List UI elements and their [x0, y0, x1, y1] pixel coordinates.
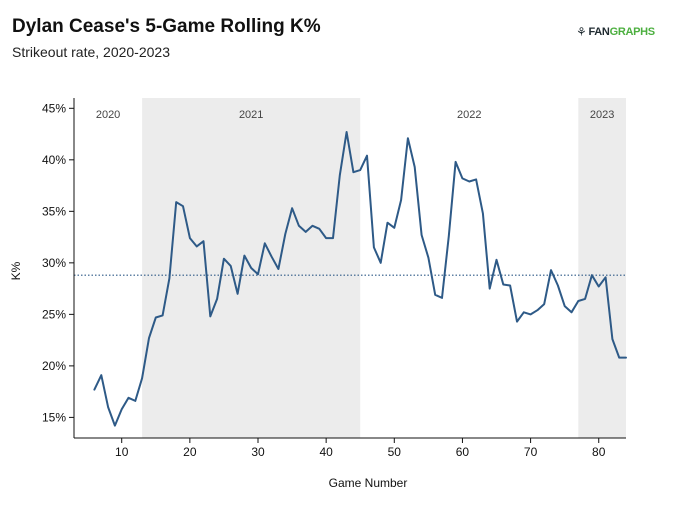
x-tick-label: 50 [388, 445, 402, 459]
x-tick-label: 30 [251, 445, 265, 459]
x-tick-label: 20 [183, 445, 197, 459]
series-line-0 [93, 131, 627, 427]
y-axis-label: K% [9, 261, 23, 280]
season-bands [142, 98, 626, 438]
axes-group [69, 98, 626, 443]
y-tick-label: 25% [42, 307, 66, 321]
x-axis-label: Game Number [329, 476, 408, 490]
y-tick-label: 20% [42, 359, 66, 373]
x-tick-label: 40 [319, 445, 333, 459]
x-tick-label: 80 [592, 445, 606, 459]
x-tick-label: 60 [456, 445, 470, 459]
logo-graphs-text: GRAPHS [609, 26, 656, 38]
season-band-2023 [578, 98, 626, 438]
y-tick-label: 40% [42, 153, 66, 167]
chart-title: Dylan Cease's 5-Game Rolling K% [12, 16, 321, 37]
fangraphs-leaf-icon: ⚘ [576, 25, 587, 39]
season-label-2021: 2021 [239, 109, 263, 121]
logo-fan-text: FAN [588, 26, 610, 38]
season-label-2022: 2022 [457, 109, 481, 121]
x-tick-label: 70 [524, 445, 538, 459]
y-tick-label: 15% [42, 410, 66, 424]
chart-subtitle: Strikeout rate, 2020-2023 [12, 44, 170, 60]
season-labels: 2020 2021 2022 2023 [96, 109, 615, 121]
y-tick-label: 30% [42, 256, 66, 270]
y-tick-label: 35% [42, 204, 66, 218]
y-tick-label: 45% [42, 101, 66, 115]
x-tick-label: 10 [115, 445, 129, 459]
fangraphs-logo: ⚘ FAN GRAPHS [576, 25, 655, 39]
season-label-2020: 2020 [96, 109, 120, 121]
series-group [93, 131, 627, 427]
tick-labels: 15% 20% 25% 30% 35% 40% 45% 10 20 30 40 50 60 70 80 [42, 101, 606, 459]
season-label-2023: 2023 [590, 109, 614, 121]
